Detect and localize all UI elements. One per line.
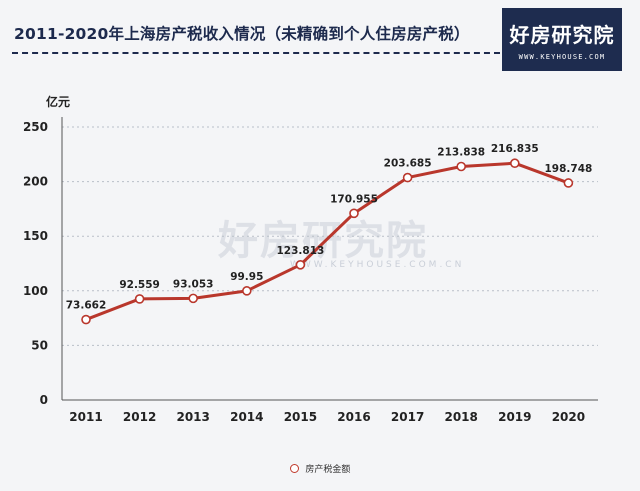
x-tick-label: 2011	[69, 410, 102, 424]
y-tick-label: 50	[31, 338, 48, 352]
x-tick-label: 2014	[230, 410, 263, 424]
brand-url: WWW.KEYHOUSE.COM	[518, 53, 606, 61]
brand-name: 好房研究院	[509, 23, 615, 47]
legend-marker-icon	[289, 464, 299, 473]
data-label: 203.685	[384, 158, 432, 170]
chart-legend: 房产税金额	[0, 462, 640, 475]
data-label: 216.835	[491, 143, 539, 155]
data-point	[509, 158, 520, 169]
brand-logo: 好房研究院 WWW.KEYHOUSE.COM	[502, 8, 622, 71]
data-point	[81, 314, 91, 325]
data-point	[134, 294, 145, 304]
y-tick-label: 250	[23, 120, 48, 134]
series-line	[84, 161, 570, 322]
data-point	[188, 293, 198, 304]
data-point	[456, 161, 467, 172]
data-label: 92.559	[119, 279, 160, 291]
data-point	[402, 172, 413, 183]
y-tick-label: 100	[23, 284, 48, 298]
data-label: 170.955	[330, 193, 378, 205]
y-tick-label: 150	[23, 229, 48, 243]
x-tick-label: 2019	[498, 410, 531, 424]
x-tick-label: 2020	[552, 410, 585, 424]
data-point	[242, 286, 252, 296]
data-label: 93.053	[173, 278, 214, 290]
data-point	[295, 259, 306, 270]
data-label: 73.662	[66, 300, 107, 312]
x-tick-label: 2017	[391, 410, 424, 424]
data-point	[349, 208, 359, 219]
x-tick-label: 2013	[176, 410, 209, 424]
data-label: 123.813	[276, 245, 324, 257]
x-tick-label: 2012	[123, 410, 156, 424]
x-tick-label: 2018	[444, 410, 477, 424]
y-axis-label: 亿元	[46, 94, 70, 109]
data-label: 213.838	[437, 146, 485, 158]
y-tick-label: 200	[23, 175, 48, 189]
title-divider	[12, 52, 500, 54]
x-tick-label: 2016	[337, 410, 370, 424]
data-point	[563, 178, 574, 188]
data-label: 99.95	[230, 271, 263, 283]
y-tick-label: 0	[40, 393, 48, 407]
chart-title: 2011-2020年上海房产税收入情况（未精确到个人住房房产税）	[14, 25, 470, 43]
x-tick-label: 2015	[284, 410, 317, 424]
data-label: 198.748	[544, 163, 592, 175]
legend-label: 房产税金额	[305, 465, 351, 475]
